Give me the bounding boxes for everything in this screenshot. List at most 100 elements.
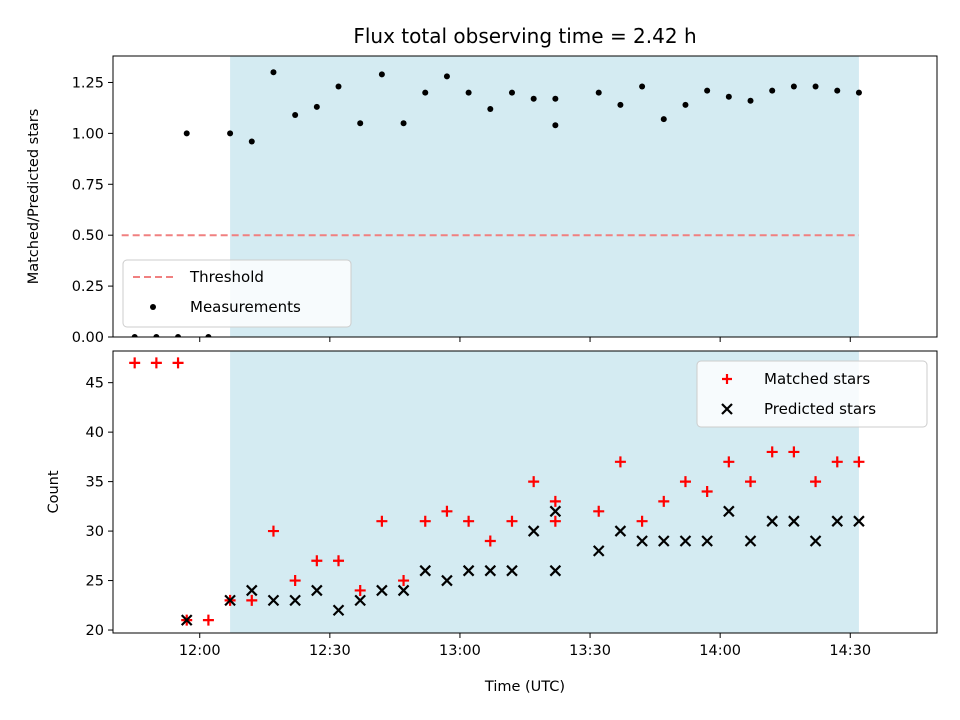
measurement-point xyxy=(335,83,342,90)
y-tick-label: 35 xyxy=(86,475,104,491)
predicted-star-point xyxy=(441,574,453,587)
legend-matched-swatch xyxy=(722,374,732,384)
predicted-star-point xyxy=(549,505,562,518)
matched-star-point xyxy=(549,515,561,527)
measurement-point xyxy=(292,112,299,119)
matched-star-point xyxy=(398,575,410,587)
predicted-star-point xyxy=(419,564,432,577)
predicted-star-point xyxy=(636,535,648,547)
axes-frame xyxy=(112,350,938,634)
measurement-point xyxy=(552,122,559,129)
measurement-point xyxy=(725,93,732,100)
measurement-point xyxy=(465,89,472,96)
predicted-star-point xyxy=(527,525,540,537)
legend-label: Matched stars xyxy=(764,370,870,388)
measurement-point xyxy=(357,120,364,127)
matched-star-point xyxy=(129,357,141,369)
matched-star-point xyxy=(150,357,162,369)
legend-box xyxy=(122,259,352,328)
chart-title: Flux total observing time = 2.42 h xyxy=(353,24,696,48)
measurement-point xyxy=(617,101,624,108)
predicted-star-point xyxy=(397,584,410,597)
x-tick-label: 14:30 xyxy=(829,643,871,659)
measurement-point xyxy=(595,89,602,96)
y-tick-label: 30 xyxy=(86,524,104,540)
predicted-star-point xyxy=(723,505,735,518)
matched-star-point xyxy=(810,476,822,488)
matched-star-point xyxy=(202,614,214,626)
matched-star-point xyxy=(679,476,691,488)
predicted-star-point xyxy=(484,564,497,577)
y-tick-label: 0.00 xyxy=(72,330,104,346)
measurement-point xyxy=(508,89,515,96)
top-panel: 0.00 0.25 0.50 0.75 1.00 1.25 Matched/Predicte… xyxy=(26,55,938,346)
measurement-point xyxy=(769,87,776,94)
measurement-point xyxy=(248,138,255,145)
y-tick-label: 0.75 xyxy=(72,177,104,193)
matched-star-point xyxy=(267,525,279,537)
matched-star-point xyxy=(463,515,475,527)
matched-star-point xyxy=(528,476,540,488)
y-tick-label: 0.25 xyxy=(72,279,104,295)
predicted-star-point xyxy=(831,515,844,527)
matched-star-point xyxy=(441,505,453,517)
y-tick-label: 1.25 xyxy=(72,75,104,91)
measurement-point xyxy=(639,83,646,90)
matched-star-point xyxy=(593,505,605,517)
measurement-point xyxy=(153,334,160,337)
predicted-star-point xyxy=(592,545,605,557)
predicted-star-point xyxy=(701,535,713,547)
measurement-point xyxy=(660,116,667,123)
y-tick-label: 45 xyxy=(86,376,104,392)
measurement-point xyxy=(747,97,754,104)
legend: Matched stars Predicted stars xyxy=(696,360,928,428)
measurement-point xyxy=(183,130,190,137)
legend-label: Predicted stars xyxy=(764,400,876,418)
measurement-point xyxy=(552,95,559,102)
predicted-star-point xyxy=(506,564,518,577)
measurement-point xyxy=(422,89,429,96)
x-tick-label: 12:00 xyxy=(179,643,221,659)
predicted-star-point xyxy=(267,594,280,607)
y-axis-label: Matched/Predicted stars xyxy=(26,109,42,285)
predicted-star-point xyxy=(354,594,366,607)
matched-star-point xyxy=(506,515,518,527)
matched-star-point xyxy=(701,486,713,498)
matched-star-point xyxy=(788,446,800,458)
matched-star-point xyxy=(853,456,865,468)
legend-box xyxy=(696,360,928,428)
bottom-panel: 20 25 30 35 40 45 12:00 12:30 13:00 13:30 14:00 14:… xyxy=(46,350,938,659)
legend-predicted-swatch xyxy=(721,403,733,415)
measurement-point xyxy=(834,87,841,94)
plot-area xyxy=(121,69,862,337)
predicted-star-point xyxy=(549,564,562,577)
matched-star-point xyxy=(419,515,431,527)
x-axis-label: Time (UTC) xyxy=(484,679,565,695)
matched-star-point xyxy=(172,357,184,369)
matched-star-point xyxy=(745,476,757,488)
predicted-star-point xyxy=(180,614,193,626)
measurement-point xyxy=(812,83,819,90)
predicted-star-point xyxy=(311,584,323,597)
predicted-star-point xyxy=(332,604,345,617)
legend-label: Measurements xyxy=(190,298,301,316)
y-axis-label: Count xyxy=(46,470,62,513)
y-tick-label: 40 xyxy=(86,425,104,441)
matched-star-point xyxy=(614,456,626,468)
predicted-star-point xyxy=(658,535,670,547)
measurement-point xyxy=(790,83,797,90)
matched-star-point xyxy=(246,594,258,606)
matched-star-point xyxy=(333,555,345,567)
y-tick-label: 25 xyxy=(86,574,104,590)
matched-star-point xyxy=(831,456,843,468)
predicted-star-point xyxy=(246,584,258,597)
measurement-point xyxy=(487,105,494,112)
x-tick-label: 12:30 xyxy=(309,643,351,659)
y-tick-label: 0.50 xyxy=(72,228,104,244)
measurement-point xyxy=(131,334,138,337)
measurement-point xyxy=(530,95,537,102)
x-tick-label: 13:00 xyxy=(439,643,481,659)
y-tick-label: 20 xyxy=(86,623,104,639)
measurement-point xyxy=(855,89,862,96)
